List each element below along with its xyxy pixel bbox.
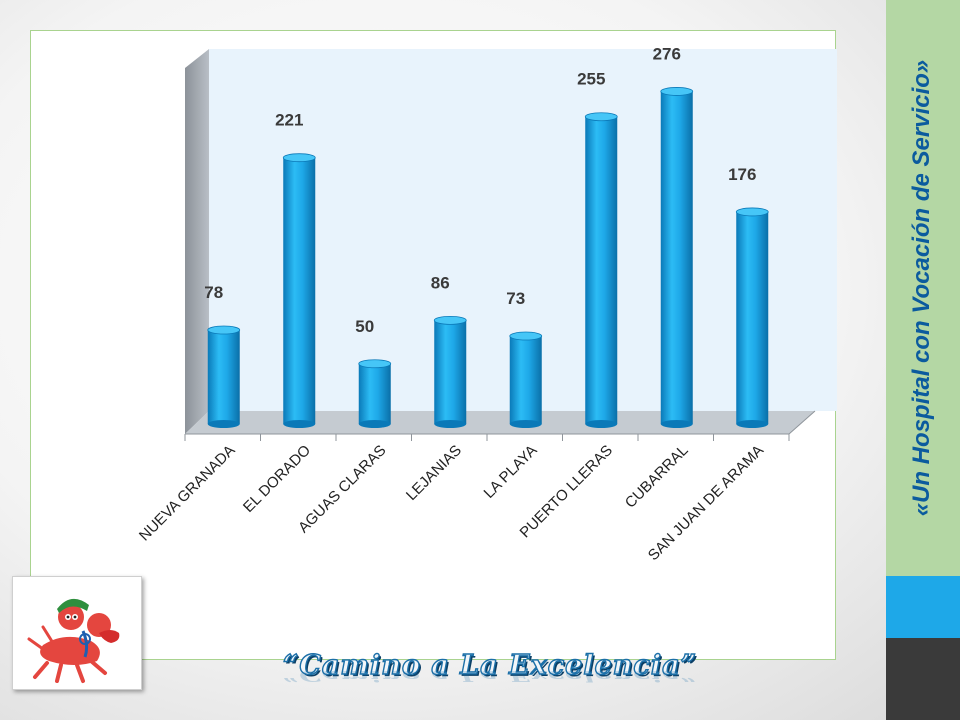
- value-label: 176: [728, 165, 756, 184]
- bar-base: [283, 420, 316, 428]
- slogan-text: «Un Hospital con Vocación de Servicio»: [908, 59, 935, 517]
- value-label: 255: [577, 70, 605, 89]
- bar-body: [358, 363, 391, 424]
- bar-base: [509, 420, 542, 428]
- bar-body: [736, 211, 769, 424]
- chart-side-wall: [185, 49, 209, 434]
- bar-1: [207, 325, 241, 428]
- side-band-dark: [886, 638, 960, 720]
- category-label: CUBARRAL: [622, 442, 692, 512]
- bar-body: [207, 330, 240, 424]
- x-axis-front-edge: [788, 410, 816, 435]
- side-band: [886, 0, 960, 720]
- bar-3: [358, 359, 392, 428]
- category-label: LA PLAYA: [481, 442, 541, 502]
- bar-base: [736, 420, 769, 428]
- bar-body: [585, 116, 618, 424]
- bar-cap: [282, 153, 316, 163]
- bar-body: [434, 320, 467, 424]
- bar-6: [584, 112, 618, 428]
- footer-title: “Camino a La Excelencia”: [282, 649, 698, 681]
- bar-5: [509, 331, 543, 428]
- bar-cap: [358, 359, 392, 369]
- bar-base: [585, 420, 618, 428]
- bar-base: [660, 420, 693, 428]
- bar-base: [358, 420, 391, 428]
- bar-body: [660, 91, 693, 425]
- chart-floor: [185, 411, 815, 434]
- value-label: 78: [204, 283, 223, 302]
- bar-cap: [433, 315, 467, 325]
- bar-base: [434, 420, 467, 428]
- side-band-blue: [886, 576, 960, 638]
- value-label: 276: [653, 44, 681, 63]
- bar-cap: [207, 325, 241, 335]
- bar-cap: [509, 331, 543, 341]
- value-label: 221: [275, 111, 303, 130]
- category-label: LEJANIAS: [403, 442, 465, 504]
- category-label: EL DORADO: [240, 442, 314, 516]
- bar-chart: 78 221 50 86 73 255 276 176 NUEVA GRANADA EL DOR…: [136, 44, 837, 564]
- category-label: NUEVA GRANADA: [136, 442, 239, 545]
- value-label: 50: [355, 317, 374, 336]
- bar-7: [660, 87, 694, 428]
- bar-body: [283, 157, 316, 424]
- side-band-green: [886, 0, 960, 576]
- ant-mascot-icon: [27, 598, 120, 683]
- bar-2: [282, 153, 316, 428]
- bar-base: [207, 420, 240, 428]
- chart-frame: 78 221 50 86 73 255 276 176 NUEVA GRANADA EL DOR…: [30, 30, 837, 660]
- bar-cap: [584, 112, 618, 122]
- logo-box: [12, 576, 142, 690]
- bar-cap: [660, 87, 694, 96]
- bar-4: [433, 315, 467, 428]
- value-label: 86: [431, 273, 450, 292]
- bar-cap: [735, 207, 769, 217]
- value-label: 73: [506, 289, 525, 308]
- bar-body: [509, 336, 542, 424]
- bar-8: [735, 207, 769, 428]
